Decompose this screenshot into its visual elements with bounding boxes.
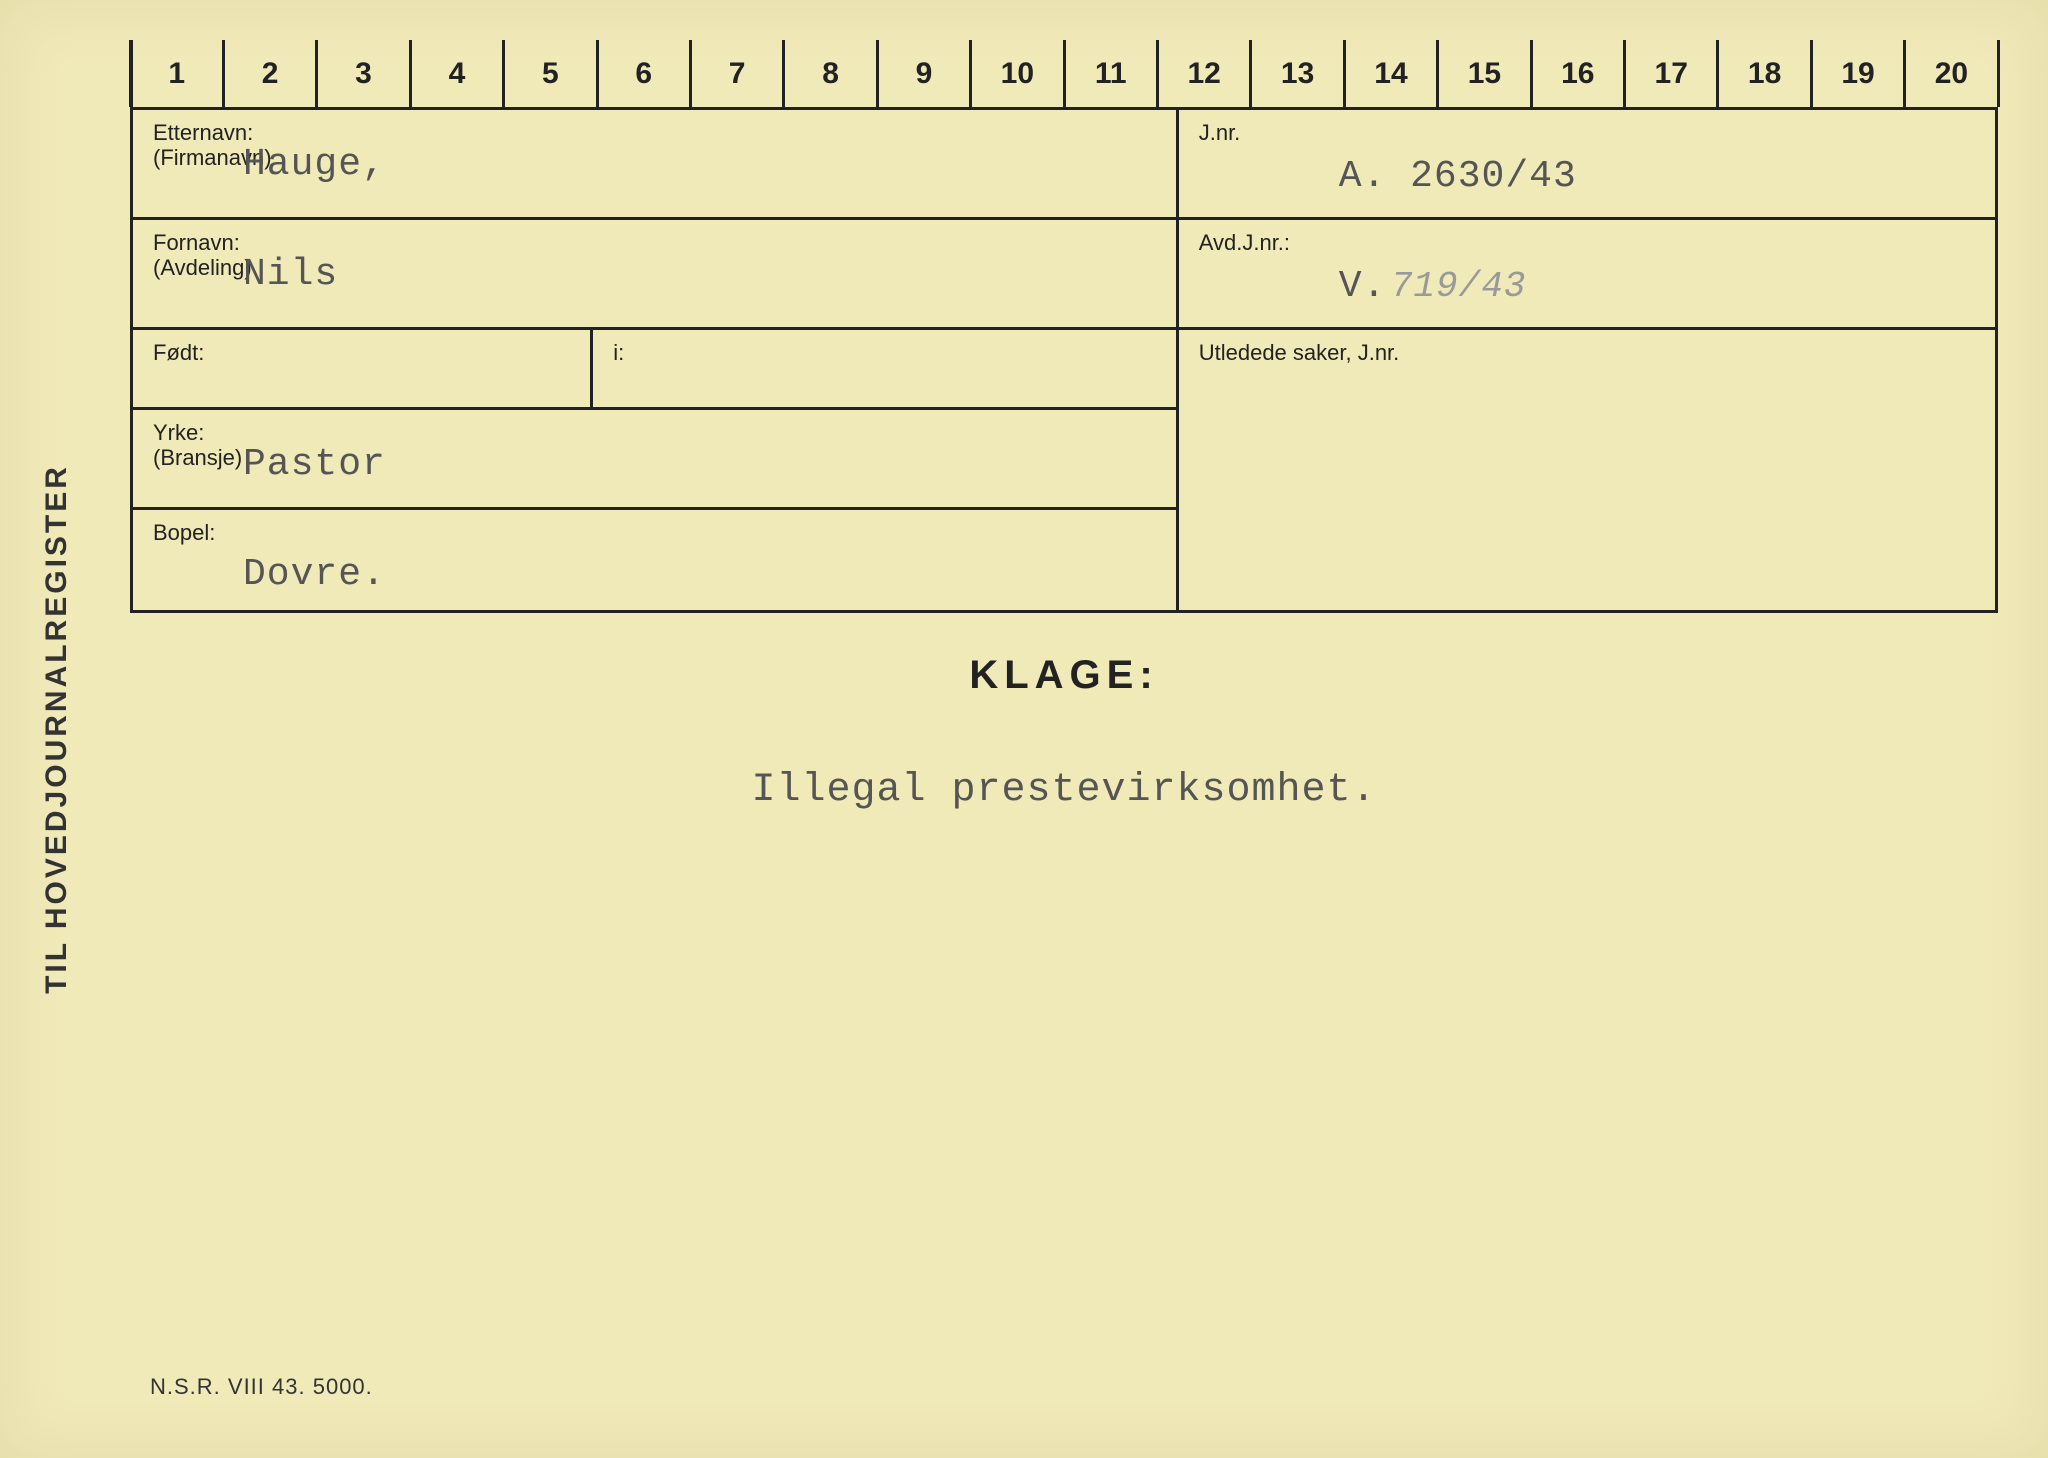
field-yrke: Yrke: (Bransje) Pastor xyxy=(133,410,1176,510)
field-jnr: J.nr. A. 2630/43 xyxy=(1179,110,1995,220)
left-column: Etternavn: (Firmanavn) Hauge, Fornavn: (… xyxy=(133,110,1176,610)
field-utledede: Utledede saker, J.nr. xyxy=(1179,330,1995,610)
ruler-cell: 17 xyxy=(1625,40,1718,107)
ruler-cell: 6 xyxy=(597,40,690,107)
field-avdjnr: Avd.J.nr.: V. 719/43 xyxy=(1179,220,1995,330)
ruler-cell: 20 xyxy=(1905,40,1998,107)
ruler-cell: 13 xyxy=(1251,40,1344,107)
fodt-i-label: i: xyxy=(613,340,1155,365)
yrke-value: Pastor xyxy=(243,443,1156,486)
avdjnr-prefix: V. xyxy=(1339,265,1387,308)
ruler-cell: 2 xyxy=(223,40,316,107)
fornavn-label: Fornavn: xyxy=(153,230,1156,255)
ruler-cell: 4 xyxy=(410,40,503,107)
footer-code: N.S.R. VIII 43. 5000. xyxy=(150,1374,373,1400)
ruler-cell: 9 xyxy=(877,40,970,107)
jnr-label: J.nr. xyxy=(1199,120,1975,145)
ruler-cell: 3 xyxy=(317,40,410,107)
avdjnr-label: Avd.J.nr.: xyxy=(1199,230,1975,255)
ruler-cell: 15 xyxy=(1438,40,1531,107)
ruler-cell: 11 xyxy=(1064,40,1157,107)
ruler-cell: 8 xyxy=(784,40,877,107)
ruler-cell: 1 xyxy=(130,40,223,107)
field-fodt: Født: i: xyxy=(133,330,1176,410)
right-column: J.nr. A. 2630/43 Avd.J.nr.: V. 719/43 Ut… xyxy=(1176,110,1995,610)
avdjnr-pencil: 719/43 xyxy=(1391,266,1527,307)
klage-text: Illegal prestevirksomhet. xyxy=(130,768,1998,813)
fornavn-value: Nils xyxy=(243,253,1156,296)
jnr-value: A. 2630/43 xyxy=(1339,155,1975,198)
bopel-label: Bopel: xyxy=(153,520,1156,545)
klage-section: KLAGE: Illegal prestevirksomhet. xyxy=(130,613,1998,813)
etternavn-value: Hauge, xyxy=(243,143,1156,186)
ruler-cell: 14 xyxy=(1344,40,1437,107)
ruler-cell: 12 xyxy=(1157,40,1250,107)
ruler-cell: 5 xyxy=(504,40,597,107)
registry-card: TIL HOVEDJOURNALREGISTER 1 2 3 4 5 6 7 8… xyxy=(0,0,2048,1458)
ruler-cell: 10 xyxy=(971,40,1064,107)
main-area: 1 2 3 4 5 6 7 8 9 10 11 12 13 14 15 16 1… xyxy=(130,40,1998,1418)
field-etternavn: Etternavn: (Firmanavn) Hauge, xyxy=(133,110,1176,220)
ruler-cell: 18 xyxy=(1718,40,1811,107)
field-fornavn: Fornavn: (Avdeling) Nils xyxy=(133,220,1176,330)
number-ruler: 1 2 3 4 5 6 7 8 9 10 11 12 13 14 15 16 1… xyxy=(130,40,1998,110)
klage-title: KLAGE: xyxy=(130,653,1998,698)
field-bopel: Bopel: Dovre. xyxy=(133,510,1176,610)
bopel-value: Dovre. xyxy=(243,553,1156,596)
ruler-cell: 7 xyxy=(690,40,783,107)
yrke-label: Yrke: xyxy=(153,420,1156,445)
fodt-label: Født: xyxy=(153,340,570,365)
form-grid: Etternavn: (Firmanavn) Hauge, Fornavn: (… xyxy=(130,110,1998,613)
ruler-cell: 19 xyxy=(1811,40,1904,107)
utledede-label: Utledede saker, J.nr. xyxy=(1199,340,1975,365)
sidebar-title: TIL HOVEDJOURNALREGISTER xyxy=(40,464,74,994)
etternavn-label: Etternavn: xyxy=(153,120,1156,145)
ruler-cell: 16 xyxy=(1531,40,1624,107)
